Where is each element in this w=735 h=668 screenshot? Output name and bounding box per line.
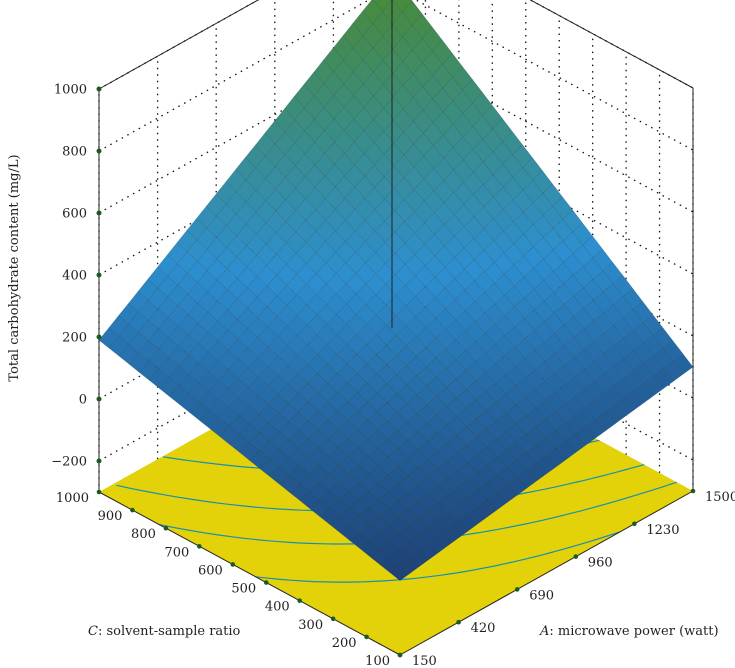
y-tick-marker [230, 562, 236, 567]
y-tick-label: 500 [231, 582, 256, 597]
z-tick-label: 0 [79, 393, 87, 408]
z-tick-marker [96, 86, 102, 92]
frame-edge [98, 491, 401, 656]
x-axis-label: A: microwave power (watt) [539, 624, 719, 639]
y-tick-marker [96, 489, 102, 495]
y-tick-marker [130, 507, 135, 513]
z-tick-label: −200 [51, 455, 87, 470]
x-tick-marker [514, 587, 520, 592]
x-tick-marker [397, 652, 403, 658]
y-tick-label: 700 [165, 545, 190, 560]
z-tick-marker [96, 210, 102, 216]
y-tick-label: 200 [332, 636, 357, 651]
tick-labels: 1000 800 600 400 200 0 −200 100 200 300 400 500 600 7… [51, 83, 735, 668]
z-tick-label: 600 [62, 207, 87, 222]
frame-edge [98, 0, 260, 90]
floor-contour-line [159, 481, 677, 545]
y-tick-label: 1000 [56, 491, 89, 506]
z-tick-label: 800 [62, 145, 87, 160]
y-tick-marker [364, 634, 369, 640]
x-tick-label: 1230 [646, 523, 679, 538]
y-tick-marker [197, 544, 202, 549]
z-tick-marker [96, 148, 102, 154]
x-tick-label: 690 [529, 588, 554, 603]
x-tick-marker [456, 619, 461, 625]
z-tick-marker [96, 396, 102, 402]
z-axis-label: Total carbohydrate content (mg/L) [7, 154, 22, 381]
z-tick-label: 1000 [54, 83, 87, 98]
x-tick-label: 420 [471, 621, 496, 636]
y-axis-label-letter: C [88, 624, 98, 639]
x-tick-label: 1500 [705, 490, 735, 505]
y-tick-marker [263, 580, 269, 585]
y-tick-label: 600 [198, 563, 223, 578]
z-tick-label: 400 [62, 269, 87, 284]
x-tick-marker [632, 521, 637, 527]
x-tick-marker [690, 488, 696, 494]
y-tick-marker [297, 598, 302, 603]
x-tick-marker [573, 554, 579, 559]
z-tick-marker [96, 334, 102, 340]
frame-edge [529, 0, 694, 89]
z-tick-marker [96, 458, 102, 464]
frame-edge [399, 490, 694, 656]
response-surface [98, 0, 694, 581]
y-axis-label-text: : solvent-sample ratio [98, 624, 241, 639]
y-tick-marker [163, 525, 169, 531]
y-tick-label: 900 [98, 509, 123, 524]
x-tick-label: 960 [588, 556, 613, 571]
y-tick-label: 400 [265, 600, 290, 615]
x-axis-label-letter: A [539, 624, 549, 639]
grid-line-horizontal [98, 0, 694, 152]
surface-cell [389, 565, 411, 581]
z-tick-marker [96, 272, 102, 278]
y-tick-marker [330, 616, 336, 622]
y-tick-label: 300 [298, 618, 323, 633]
x-axis-label-text: : microwave power (watt) [549, 624, 718, 639]
z-tick-label: 200 [62, 331, 87, 346]
y-tick-label: 100 [365, 654, 390, 668]
grid-line-horizontal [98, 48, 694, 214]
y-axis-label: C: solvent-sample ratio [88, 624, 241, 639]
floor-contour-line [255, 531, 620, 583]
x-tick-label: 150 [412, 654, 437, 668]
box-frame [98, 0, 694, 656]
y-tick-label: 800 [131, 527, 156, 542]
